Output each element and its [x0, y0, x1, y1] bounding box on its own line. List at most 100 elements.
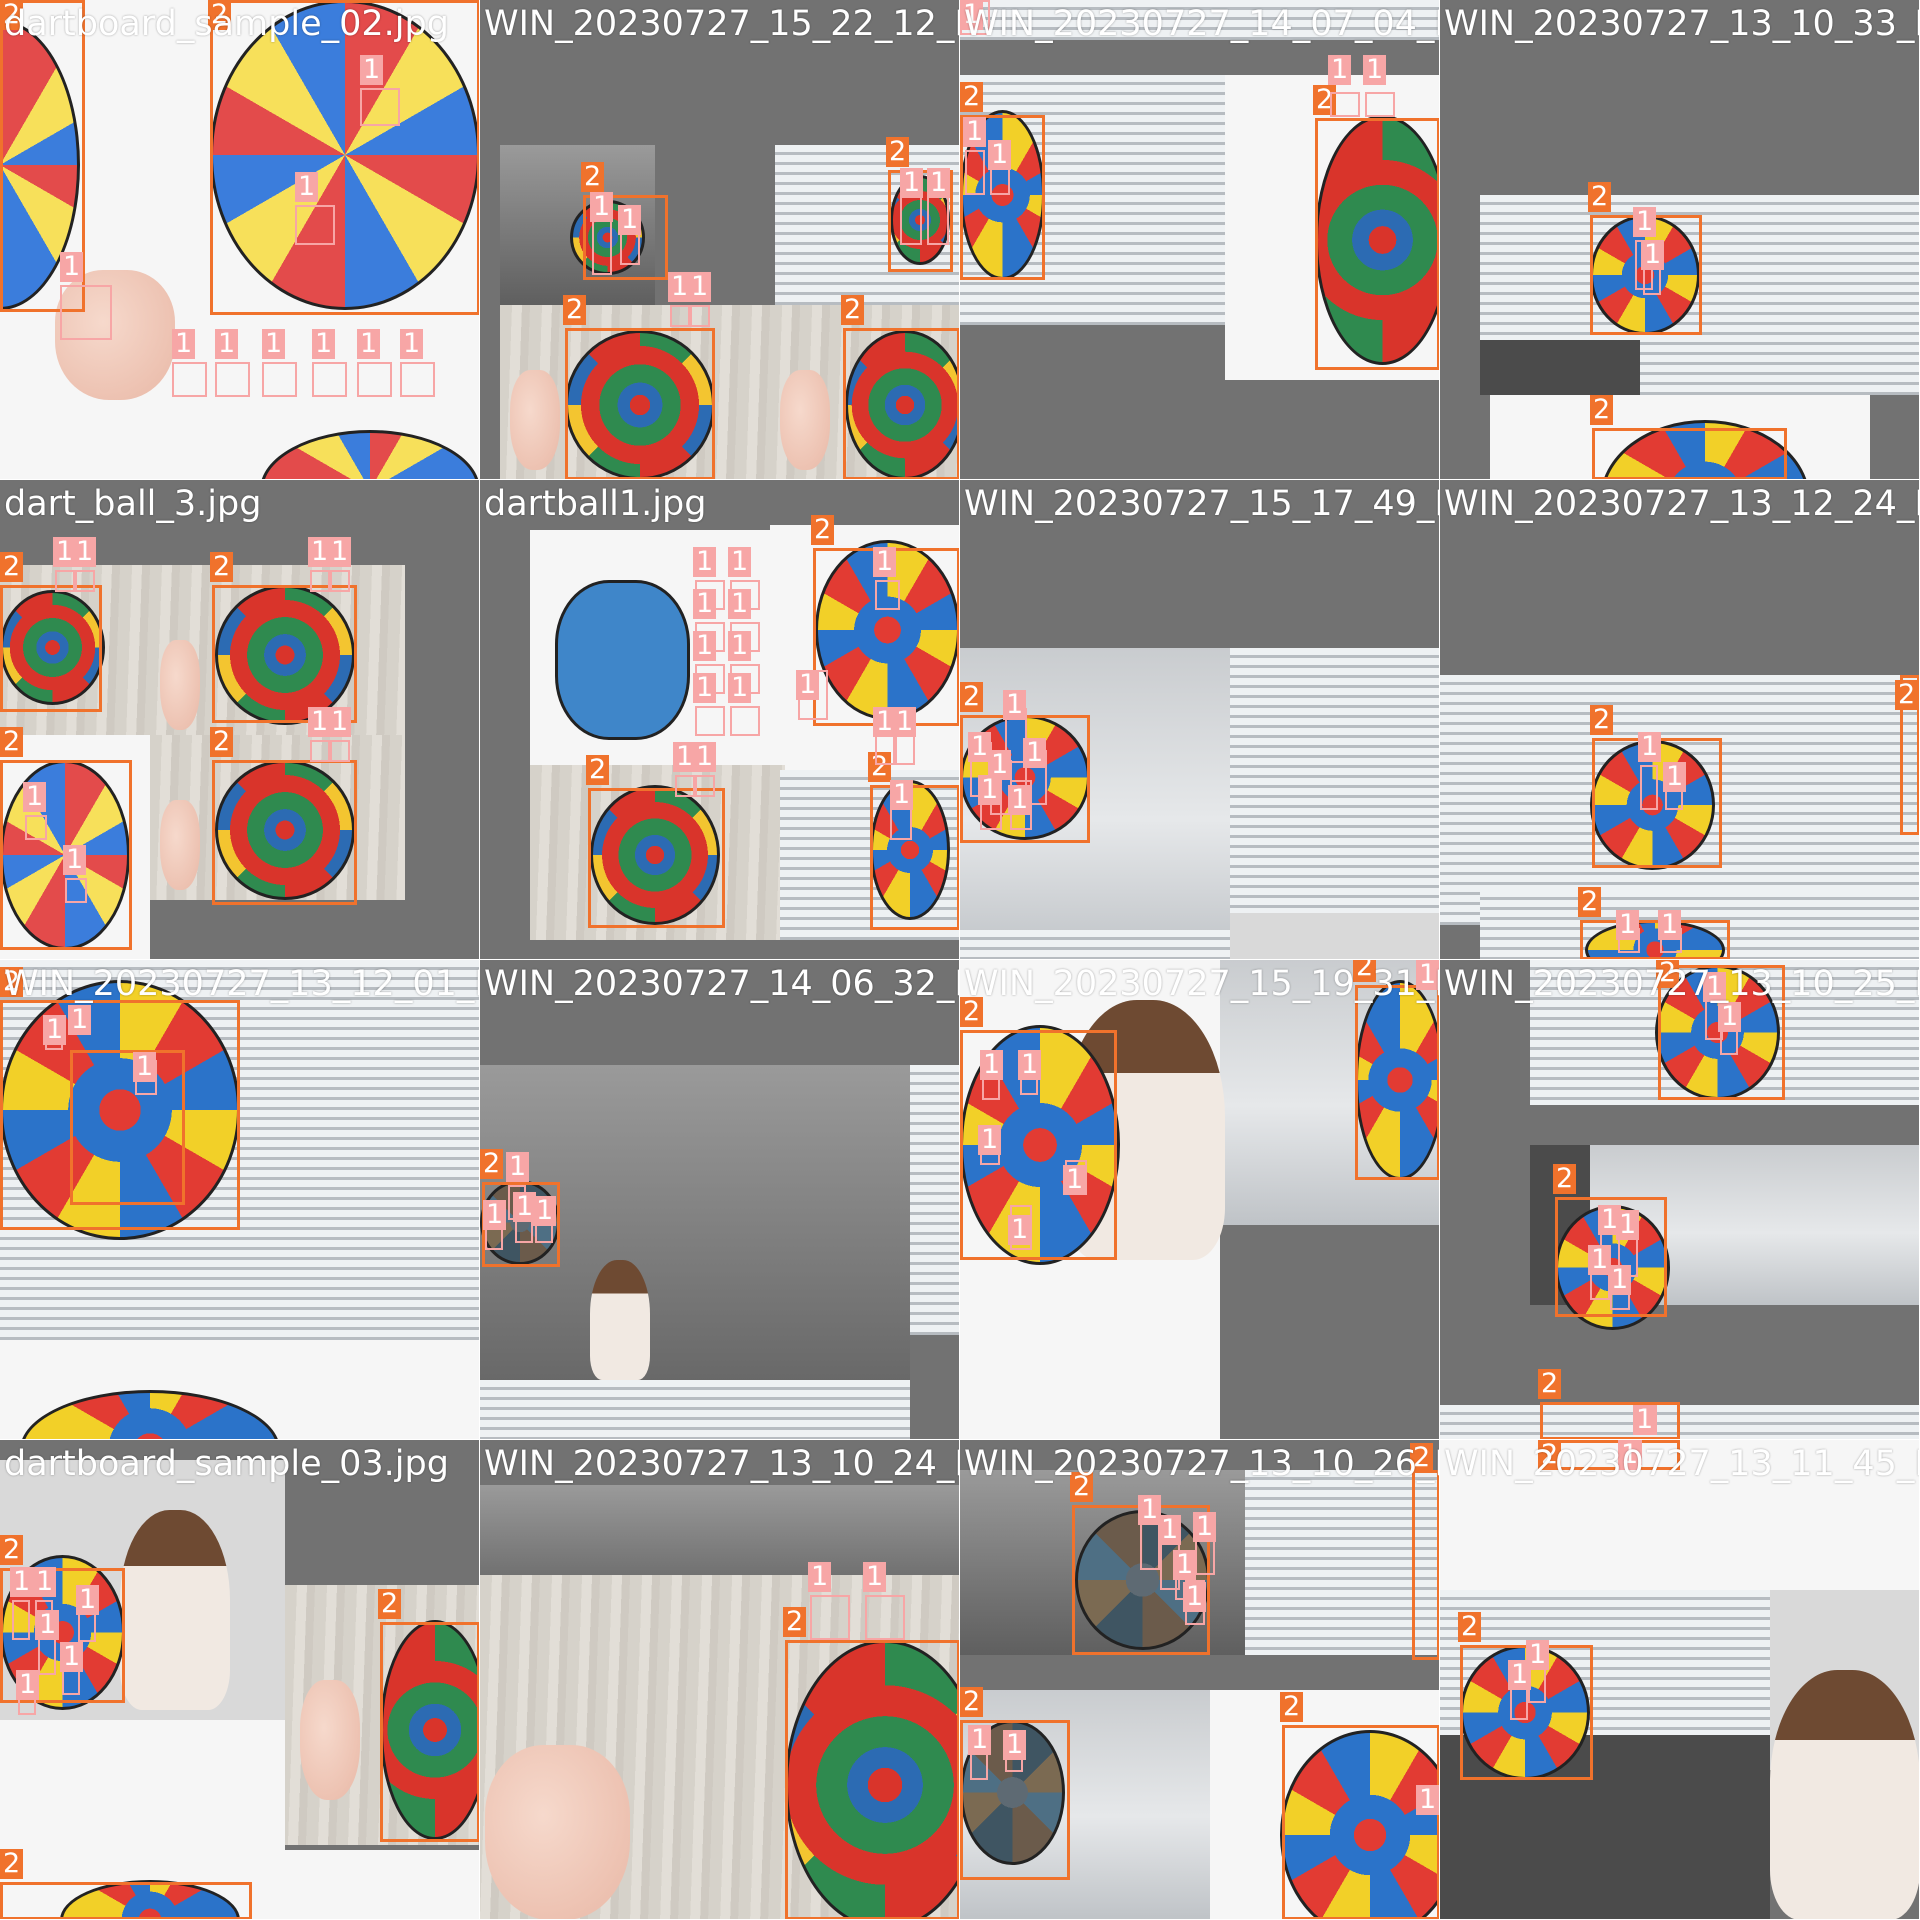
- board-label: 2: [1353, 960, 1377, 982]
- image-filename-label: dartboard_sample_03.jpg: [4, 1444, 449, 1484]
- dartboard-graphic: [215, 585, 355, 725]
- board-label: 2: [1538, 1440, 1562, 1470]
- dart-box: [1365, 92, 1395, 117]
- board-label: 2: [480, 1149, 504, 1179]
- board-label: 2: [1280, 1692, 1304, 1722]
- dart-box: [25, 815, 47, 840]
- board-box: [0, 585, 102, 712]
- dart-label: 1: [1138, 1495, 1162, 1525]
- board-label: 2: [210, 727, 234, 757]
- board-label: 2: [0, 967, 24, 997]
- image-filename-label: dartboard_sample_02.jpg: [4, 4, 449, 44]
- mosaic-tile: 2 1 1 WIN_20230727_13_10_24_Pro.jpg: [480, 1440, 960, 1920]
- image-filename-label: WIN_20230727_13_10_25_Pro.jpg: [1444, 964, 1919, 1004]
- board-box: [1580, 920, 1730, 959]
- dart-label: 1: [1416, 1785, 1439, 1815]
- dart-box: [875, 735, 895, 765]
- board-box: [565, 328, 715, 479]
- dart-box: [215, 362, 250, 397]
- dart-label: 1: [1526, 1640, 1550, 1670]
- image-piece: [1245, 1470, 1439, 1655]
- board-label: 2: [563, 295, 587, 325]
- dart-box: [330, 740, 350, 762]
- mosaic-tile: 2 2 1 1 1 1 1 1 WIN_20230727_15_19_31_Pr…: [960, 960, 1440, 1440]
- image-piece: [960, 930, 1230, 959]
- dart-box: [592, 215, 612, 275]
- mosaic-tile: 2 2 1 1 WIN_20230727_13_10_33_Pro.jpg: [1440, 0, 1920, 480]
- image-piece: [1440, 1405, 1919, 1439]
- dart-label: 1: [728, 547, 752, 577]
- board-label: 2: [1590, 395, 1614, 425]
- board-box: [960, 1720, 1070, 1880]
- dart-label: 1: [60, 252, 84, 282]
- board-label: 2: [1588, 182, 1612, 212]
- image-piece: [1480, 340, 1640, 395]
- board-box: [70, 1050, 185, 1205]
- board-box: [588, 788, 725, 928]
- board-label: 2: [783, 1607, 807, 1637]
- dartboard-graphic: [1585, 920, 1725, 959]
- board-box: [843, 328, 959, 479]
- dart-label: 1: [1633, 1405, 1657, 1435]
- dart-label: 1: [1018, 1050, 1042, 1080]
- dart-label: 1: [1158, 1515, 1182, 1545]
- dart-label: 1: [728, 631, 752, 661]
- board-box: [1282, 1725, 1439, 1919]
- mosaic-tile: 2 1 1 1 WIN_20230727_13_12_01_Pro.jpg: [0, 960, 480, 1440]
- dart-label: 1: [968, 732, 992, 762]
- board-label: 2: [1656, 960, 1680, 988]
- board-box: [1592, 428, 1787, 479]
- dart-label: 1: [927, 168, 951, 198]
- dart-label: 1: [360, 55, 384, 85]
- dart-label: 1: [693, 742, 717, 772]
- image-filename-label: WIN_20230727_15_22_12_Pro.jpg: [484, 4, 959, 44]
- dart-label: 1: [1658, 910, 1682, 940]
- board-label: 2: [1578, 887, 1602, 917]
- dart-box: [310, 570, 330, 592]
- dart-label: 1: [53, 537, 77, 567]
- board-label: 2: [0, 1849, 24, 1879]
- mosaic-tile: 2 2 1 1 1 1 1 1 1 1 1 dartboard_sample_0…: [0, 0, 480, 480]
- dart-label: 1: [1173, 1550, 1197, 1580]
- dart-label: 1: [1641, 240, 1665, 270]
- dart-label: 1: [988, 140, 1012, 170]
- dart-box: [865, 1595, 905, 1640]
- image-piece: [0, 1720, 285, 1850]
- dart-label: 1: [1616, 910, 1640, 940]
- image-filename-label: dart_ball_3.jpg: [4, 484, 262, 524]
- dartboard-graphic: [845, 330, 959, 479]
- dart-label: 1: [1663, 762, 1687, 792]
- dart-label: 1: [728, 589, 752, 619]
- dart-label: 1: [978, 1125, 1002, 1155]
- dart-label: 1: [618, 205, 642, 235]
- dart-label: 1: [1183, 1582, 1207, 1612]
- dart-label: 1: [312, 329, 336, 359]
- dart-label: 1: [1023, 738, 1047, 768]
- dart-label: 1: [873, 707, 897, 737]
- dart-box: [55, 570, 75, 592]
- dart-label: 1: [36, 1610, 60, 1640]
- board-box: [380, 1622, 479, 1842]
- dartboard-graphic: [590, 785, 720, 925]
- dart-label: 1: [295, 172, 319, 202]
- dart-label: 1: [1598, 1205, 1622, 1235]
- board-box: [1412, 1470, 1439, 1660]
- dart-box: [295, 205, 335, 245]
- board-label: 2: [1590, 705, 1614, 735]
- dart-label: 1: [1608, 1265, 1632, 1295]
- dart-label: 1: [590, 192, 614, 222]
- dart-box: [60, 285, 112, 340]
- dart-box: [875, 580, 900, 610]
- image-piece: [1230, 648, 1439, 913]
- hand-graphic: [780, 370, 830, 470]
- image-piece: [480, 1380, 910, 1439]
- board-box: [1540, 1402, 1680, 1439]
- mosaic-tile: 2 2 2 1 1 1 1 1 1 1 1 1 1 1 1 1 1 1 dart…: [480, 480, 960, 960]
- dart-label: 1: [1588, 1245, 1612, 1275]
- mosaic-tile: 2 2 2 2 1 1 1 1 1 1 WIN_20230727_15_22_1…: [480, 0, 960, 480]
- dart-label: 1: [16, 1670, 40, 1700]
- image-piece: [1230, 913, 1439, 959]
- board-box: [1315, 118, 1439, 370]
- image-filename-label: WIN_20230727_13_10_24_Pro.jpg: [484, 1444, 959, 1484]
- mosaic-tile: 2 2 2 2 1 1 1 1 1 1 1 1 WIN_20230727_13_…: [960, 1440, 1440, 1920]
